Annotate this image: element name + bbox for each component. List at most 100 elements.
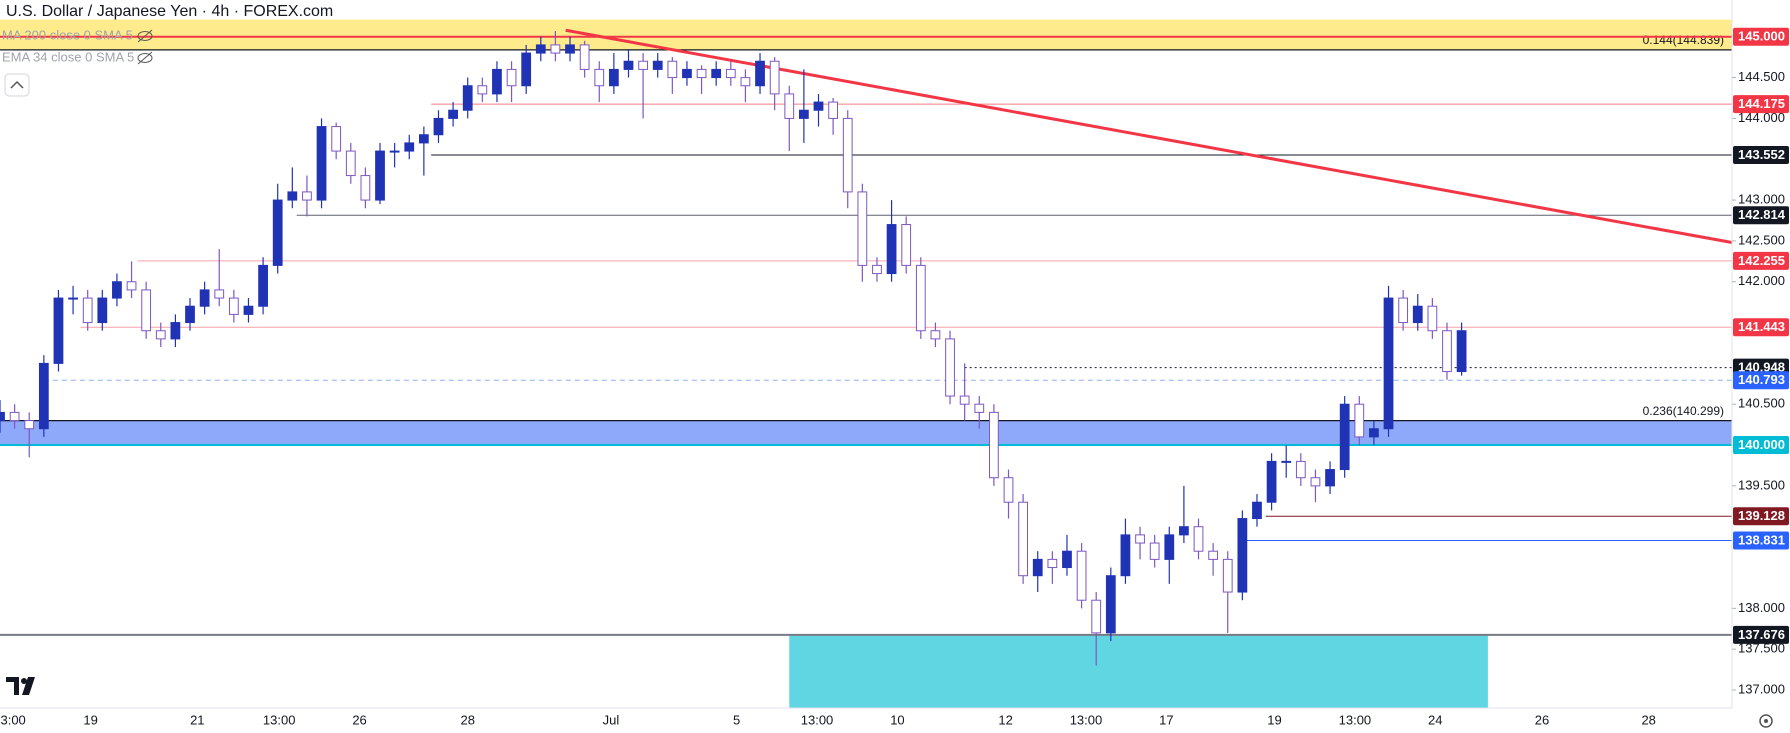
candle-body bbox=[623, 60, 634, 70]
price-label-bg bbox=[1733, 206, 1789, 225]
candle-body bbox=[798, 109, 809, 119]
candle-body bbox=[1383, 297, 1394, 430]
x-tick-label: 19 bbox=[1267, 712, 1281, 727]
candle-body bbox=[1091, 599, 1102, 634]
candle-body bbox=[389, 150, 400, 153]
candle-body bbox=[141, 289, 152, 332]
candle-body bbox=[38, 362, 49, 430]
y-tick-label: 142.500 bbox=[1738, 232, 1785, 247]
visibility-icon[interactable] bbox=[137, 29, 153, 43]
candle-body bbox=[565, 44, 575, 54]
candle-body bbox=[755, 60, 765, 87]
candle-body bbox=[0, 411, 5, 422]
candle-body bbox=[1281, 460, 1292, 463]
candle-body bbox=[492, 68, 502, 95]
candle-body bbox=[24, 420, 35, 430]
candle-body bbox=[915, 264, 926, 332]
candle-body bbox=[857, 191, 868, 266]
candle-body bbox=[1105, 575, 1116, 634]
x-tick-label: 13:00 bbox=[1070, 712, 1103, 727]
candle-body bbox=[199, 289, 210, 307]
candle-body bbox=[1354, 403, 1365, 438]
candle-body bbox=[185, 305, 195, 324]
candle-body bbox=[696, 68, 707, 79]
price-label: 141.443 bbox=[1738, 319, 1785, 334]
chart-title: U.S. Dollar / Japanese Yen · 4h · FOREX.… bbox=[6, 3, 333, 20]
candle-body bbox=[418, 134, 429, 144]
candle-body bbox=[1208, 550, 1219, 560]
candle-body bbox=[360, 175, 371, 201]
candle-body bbox=[989, 411, 999, 479]
candle-body bbox=[170, 322, 181, 340]
candle-body bbox=[345, 150, 356, 177]
candle-body bbox=[872, 264, 882, 275]
candle-body bbox=[155, 330, 166, 340]
x-tick-label: 5 bbox=[733, 712, 740, 727]
candle-body bbox=[1398, 297, 1409, 324]
y-tick-label: 144.500 bbox=[1738, 69, 1785, 84]
price-label-bg bbox=[1733, 145, 1789, 164]
candle-body bbox=[53, 297, 64, 364]
candle-body bbox=[214, 289, 225, 299]
x-tick-label: 12 bbox=[998, 712, 1012, 727]
price-label-bg bbox=[1733, 318, 1789, 337]
candle-body bbox=[126, 281, 137, 291]
candle-body bbox=[1339, 403, 1350, 471]
indicator-label: EMA 34 close 0 SMA 5 bbox=[2, 49, 134, 64]
price-label-bg bbox=[1733, 625, 1789, 644]
candle-body bbox=[535, 44, 546, 54]
x-tick-label: 24 bbox=[1428, 712, 1442, 727]
x-tick-label: 13:00 bbox=[263, 712, 296, 727]
candle-body bbox=[68, 297, 78, 300]
x-tick-label: 13:00 bbox=[801, 712, 834, 727]
x-tick-label: 21 bbox=[190, 712, 204, 727]
candle-body bbox=[1032, 558, 1043, 577]
candle-body bbox=[1252, 501, 1262, 520]
candle-body bbox=[477, 85, 488, 95]
candle-body bbox=[9, 411, 20, 422]
price-label-bg bbox=[1733, 507, 1789, 526]
price-label: 140.793 bbox=[1738, 372, 1785, 387]
candle-body bbox=[375, 150, 385, 201]
candle-body bbox=[331, 126, 342, 152]
price-label: 137.676 bbox=[1738, 627, 1785, 642]
candle-body bbox=[1018, 501, 1029, 577]
y-tick-label: 144.000 bbox=[1738, 110, 1785, 125]
fib-label: 0.236(140.299) bbox=[1643, 404, 1724, 418]
x-tick-label: 28 bbox=[460, 712, 474, 727]
y-tick-label: 143.000 bbox=[1738, 192, 1785, 207]
candle-body bbox=[974, 403, 985, 413]
x-tick-label: 28 bbox=[1641, 712, 1655, 727]
candle-body bbox=[1266, 460, 1277, 503]
candle-body bbox=[1442, 330, 1452, 373]
candle-body bbox=[1310, 477, 1321, 487]
candle-body bbox=[1456, 330, 1467, 373]
candle-body bbox=[82, 297, 93, 324]
candle-body bbox=[579, 44, 590, 70]
y-tick-label: 137.000 bbox=[1738, 681, 1785, 696]
x-tick-label: 10 bbox=[890, 712, 904, 727]
settings-icon[interactable] bbox=[1759, 714, 1773, 728]
candle-body bbox=[272, 199, 283, 266]
candle-body bbox=[462, 85, 473, 111]
candle-body bbox=[258, 264, 268, 307]
y-tick-label: 138.000 bbox=[1738, 600, 1785, 615]
zone bbox=[0, 420, 1732, 446]
visibility-icon[interactable] bbox=[137, 51, 153, 65]
price-label: 138.831 bbox=[1738, 532, 1785, 547]
zone bbox=[789, 634, 1488, 708]
candle-body bbox=[1237, 518, 1248, 593]
candle-body bbox=[725, 68, 736, 79]
collapse-button[interactable] bbox=[4, 73, 30, 97]
price-label: 140.000 bbox=[1738, 437, 1785, 452]
candle-body bbox=[1412, 305, 1423, 324]
price-label-bg bbox=[1733, 95, 1789, 114]
y-tick-label: 137.500 bbox=[1738, 641, 1785, 656]
price-label-bg bbox=[1733, 436, 1789, 455]
price-label: 145.000 bbox=[1738, 29, 1785, 44]
candle-body bbox=[608, 68, 619, 87]
candle-body bbox=[302, 191, 312, 201]
